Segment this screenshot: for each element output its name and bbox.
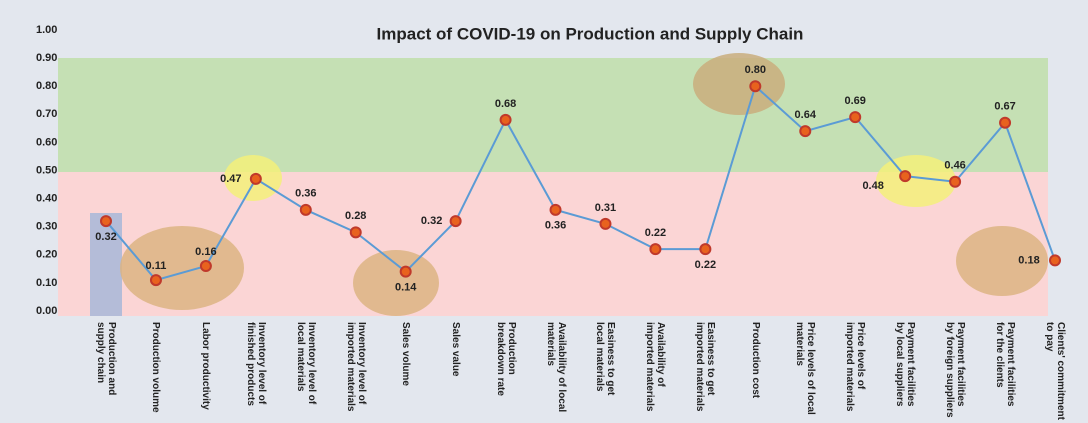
data-label: 0.22 [695, 259, 716, 271]
x-tick-label: Sales value [450, 322, 462, 377]
marker [999, 116, 1012, 129]
data-label: 0.48 [862, 180, 883, 192]
data-label: 0.14 [395, 282, 417, 294]
x-tick-label: Inventory level of imported materials [344, 322, 367, 412]
highlight-box [90, 213, 122, 316]
y-tick-label: 0.50 [36, 164, 57, 176]
marker [549, 203, 562, 216]
highlight-ellipse [120, 226, 244, 310]
y-tick-label: 0.30 [36, 221, 57, 233]
data-label: 0.31 [595, 202, 616, 214]
marker [199, 260, 212, 273]
y-tick-label: 0.90 [36, 52, 57, 64]
data-label: 0.46 [944, 160, 965, 172]
x-tick-label: Availability of imported materials [644, 322, 667, 412]
x-tick-label: Inventory level of finished products [244, 322, 267, 406]
data-label: 0.16 [195, 246, 216, 258]
x-tick-label: Payment facilities by foreign suppliers [944, 322, 967, 418]
marker [699, 243, 712, 256]
marker [899, 170, 912, 183]
x-tick-label: Availability of local materials [544, 322, 567, 413]
marker [399, 265, 412, 278]
highlight-ellipse [693, 53, 785, 115]
marker [349, 226, 362, 239]
y-tick-label: 0.80 [36, 80, 57, 92]
y-tick-label: 0.70 [36, 108, 57, 120]
marker [599, 217, 612, 230]
x-tick-label: Labor productivity [200, 322, 212, 410]
x-tick-label: Production volume [150, 322, 162, 413]
marker [749, 80, 762, 93]
marker [649, 243, 662, 256]
highlight-ellipse [353, 250, 439, 316]
data-label: 0.36 [295, 188, 316, 200]
x-tick-label: Production cost [749, 322, 761, 399]
x-tick-label: Price levels of imported materials [844, 322, 867, 412]
x-tick-label: Easiness to get local materials [594, 322, 617, 396]
x-tick-label: Sales volume [400, 322, 412, 386]
y-tick-label: 1.00 [36, 24, 57, 36]
chart-title: Impact of COVID-19 on Production and Sup… [377, 24, 804, 43]
marker [1049, 254, 1061, 267]
data-label: 0.22 [645, 227, 666, 239]
highlight-ellipse [876, 155, 956, 207]
marker [100, 215, 112, 228]
data-label: 0.64 [795, 109, 817, 121]
x-tick-label: Production breakdown rate [494, 322, 517, 396]
y-tick-label: 0.60 [36, 136, 57, 148]
marker [249, 172, 262, 185]
y-tick-label: 0.20 [36, 249, 57, 261]
y-tick-label: 0.10 [36, 277, 57, 289]
marker [449, 215, 462, 228]
marker [949, 175, 962, 188]
line [105, 84, 1056, 282]
data-label: 0.68 [495, 98, 516, 110]
marker [149, 274, 162, 287]
data-label: 0.67 [994, 101, 1015, 113]
data-label: 0.80 [745, 64, 766, 76]
data-label: 0.32 [95, 231, 116, 243]
marker [499, 113, 512, 126]
highlight-ellipse [956, 226, 1048, 296]
x-tick-label: Payment facilities for the clients [994, 322, 1017, 407]
y-tick-label: 0.40 [36, 193, 57, 205]
data-label: 0.69 [844, 95, 865, 107]
marker [299, 203, 312, 216]
marker [799, 125, 812, 138]
y-tick-label: 0.00 [36, 305, 57, 317]
green-zone [58, 58, 1048, 172]
data-label: 0.47 [220, 173, 241, 185]
data-label: 0.11 [146, 260, 167, 272]
data-label: 0.18 [1018, 254, 1039, 266]
data-label: 0.32 [421, 215, 442, 227]
x-tick-label: Easiness to get imported materials [694, 322, 717, 412]
x-tick-label: Clients' commitment to pay [1044, 322, 1066, 420]
marker [849, 111, 862, 124]
data-label: 0.28 [345, 210, 366, 222]
data-label: 0.36 [545, 220, 566, 232]
x-tick-label: Inventory level of local materials [294, 322, 317, 405]
x-tick-label: Payment facilities by local suppliers [894, 322, 917, 407]
x-tick-label: Production and supply chain [95, 322, 117, 396]
x-tick-label: Price levels of local materials [794, 322, 817, 415]
